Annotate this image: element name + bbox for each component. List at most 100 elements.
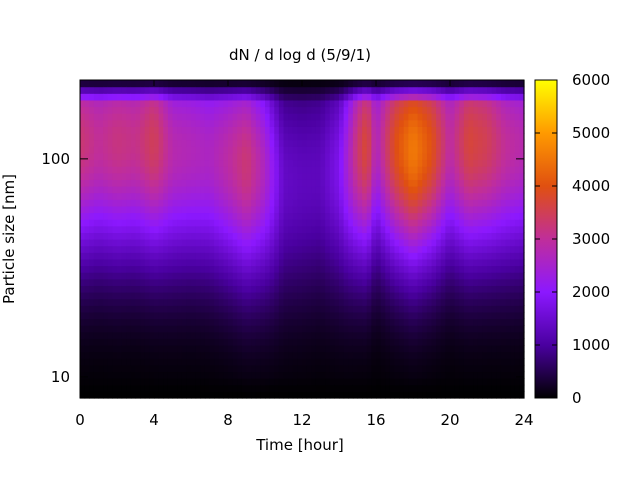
heatmap-cell <box>167 119 174 127</box>
heatmap-cell <box>380 358 386 366</box>
heatmap-cell <box>167 311 174 320</box>
heatmap-cell <box>477 371 483 379</box>
heatmap-cell <box>399 219 405 227</box>
heatmap-cell <box>228 106 234 114</box>
heatmap-cell <box>440 318 446 326</box>
heatmap-cell <box>181 292 187 300</box>
heatmap-cell <box>80 219 86 227</box>
heatmap-cell <box>408 119 414 127</box>
heatmap-cell <box>209 364 215 373</box>
heatmap-cell <box>163 252 169 260</box>
heatmap-cell <box>357 139 363 147</box>
heatmap-cell <box>500 139 507 147</box>
heatmap-cell <box>500 119 507 127</box>
heatmap-cell <box>107 311 113 320</box>
heatmap-cell <box>440 152 446 161</box>
heatmap-cell <box>463 93 470 101</box>
heatmap-cell <box>80 106 86 114</box>
heatmap-cell <box>482 239 488 247</box>
heatmap-cell <box>283 212 289 220</box>
heatmap-cell <box>510 186 516 194</box>
heatmap-cell <box>352 80 359 88</box>
heatmap-cell <box>112 285 118 293</box>
heatmap-cell <box>186 258 192 267</box>
heatmap-cell <box>297 258 303 267</box>
heatmap-cell <box>288 325 294 333</box>
heatmap-cell <box>431 311 437 320</box>
heatmap-cell <box>329 152 335 161</box>
heatmap-cell <box>288 199 294 207</box>
heatmap-cell <box>167 305 174 313</box>
heatmap-cell <box>255 232 261 240</box>
heatmap-cell <box>112 331 118 339</box>
heatmap-cell <box>154 351 160 359</box>
heatmap-cell <box>366 351 372 359</box>
heatmap-cell <box>218 179 224 187</box>
heatmap-cell <box>463 225 470 233</box>
heatmap-cell <box>357 119 363 127</box>
heatmap-cell <box>408 239 414 247</box>
heatmap-cell <box>339 106 345 114</box>
heatmap-cell <box>260 331 266 339</box>
heatmap-cell <box>167 292 174 300</box>
heatmap-cell <box>376 86 382 94</box>
heatmap-cell <box>283 298 289 306</box>
heatmap-cell <box>140 258 146 267</box>
heatmap-cell <box>186 172 192 180</box>
heatmap-cell <box>154 133 160 141</box>
heatmap-cell <box>422 239 428 247</box>
heatmap-cell <box>385 245 391 253</box>
heatmap-cell <box>408 172 414 180</box>
heatmap-cell <box>89 186 95 194</box>
heatmap-cell <box>149 378 155 386</box>
heatmap-cell <box>329 358 335 366</box>
heatmap-cell <box>325 232 331 240</box>
heatmap-cell <box>334 192 340 200</box>
heatmap-cell <box>103 391 109 399</box>
heatmap-cell <box>343 298 349 306</box>
heatmap-cell <box>135 331 141 339</box>
heatmap-cell <box>482 152 488 161</box>
heatmap-cell <box>491 378 497 386</box>
heatmap-cell <box>246 225 252 233</box>
heatmap-cell <box>103 192 109 200</box>
heatmap-cell <box>218 391 224 399</box>
heatmap-cell <box>274 133 280 141</box>
heatmap-cell <box>487 219 493 227</box>
heatmap-cell <box>408 139 414 147</box>
heatmap-cell <box>422 378 428 386</box>
heatmap-cell <box>107 186 113 194</box>
heatmap-cell <box>158 272 164 280</box>
heatmap-cell <box>454 331 460 339</box>
heatmap-cell <box>255 99 261 108</box>
heatmap-cell <box>163 126 169 134</box>
heatmap-cell <box>288 205 294 214</box>
heatmap-cell <box>352 298 359 306</box>
heatmap-cell <box>149 305 155 313</box>
heatmap-cell <box>158 305 164 313</box>
heatmap-cell <box>232 113 238 121</box>
heatmap-cell <box>440 325 446 333</box>
heatmap-cell <box>186 219 192 227</box>
heatmap-cell <box>385 232 391 240</box>
heatmap-cell <box>459 179 465 187</box>
heatmap-cell <box>117 126 123 134</box>
heatmap-cell <box>204 358 211 366</box>
heatmap-cell <box>339 278 345 286</box>
heatmap-cell <box>214 278 220 286</box>
heatmap-cell <box>117 318 123 326</box>
heatmap-cell <box>426 272 433 280</box>
heatmap-cell <box>241 205 248 214</box>
heatmap-cell <box>265 331 271 339</box>
heatmap-cell <box>519 272 525 280</box>
heatmap-cell <box>283 318 289 326</box>
heatmap-cell <box>265 298 271 306</box>
heatmap-cell <box>195 358 201 366</box>
heatmap-cell <box>288 338 294 346</box>
heatmap-cell <box>380 265 386 273</box>
heatmap-cell <box>209 245 215 253</box>
heatmap-cell <box>195 113 201 121</box>
heatmap-cell <box>413 278 419 286</box>
heatmap-cell <box>436 371 442 379</box>
heatmap-cell <box>149 219 155 227</box>
